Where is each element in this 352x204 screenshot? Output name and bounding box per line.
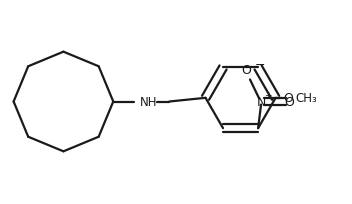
Text: O: O <box>284 96 294 109</box>
Text: −: − <box>255 59 265 72</box>
Text: N: N <box>256 96 266 109</box>
Text: +: + <box>264 91 271 100</box>
Text: O: O <box>241 63 251 76</box>
Text: O: O <box>283 92 293 105</box>
Text: CH₃: CH₃ <box>295 92 317 105</box>
Text: NH: NH <box>140 95 158 109</box>
